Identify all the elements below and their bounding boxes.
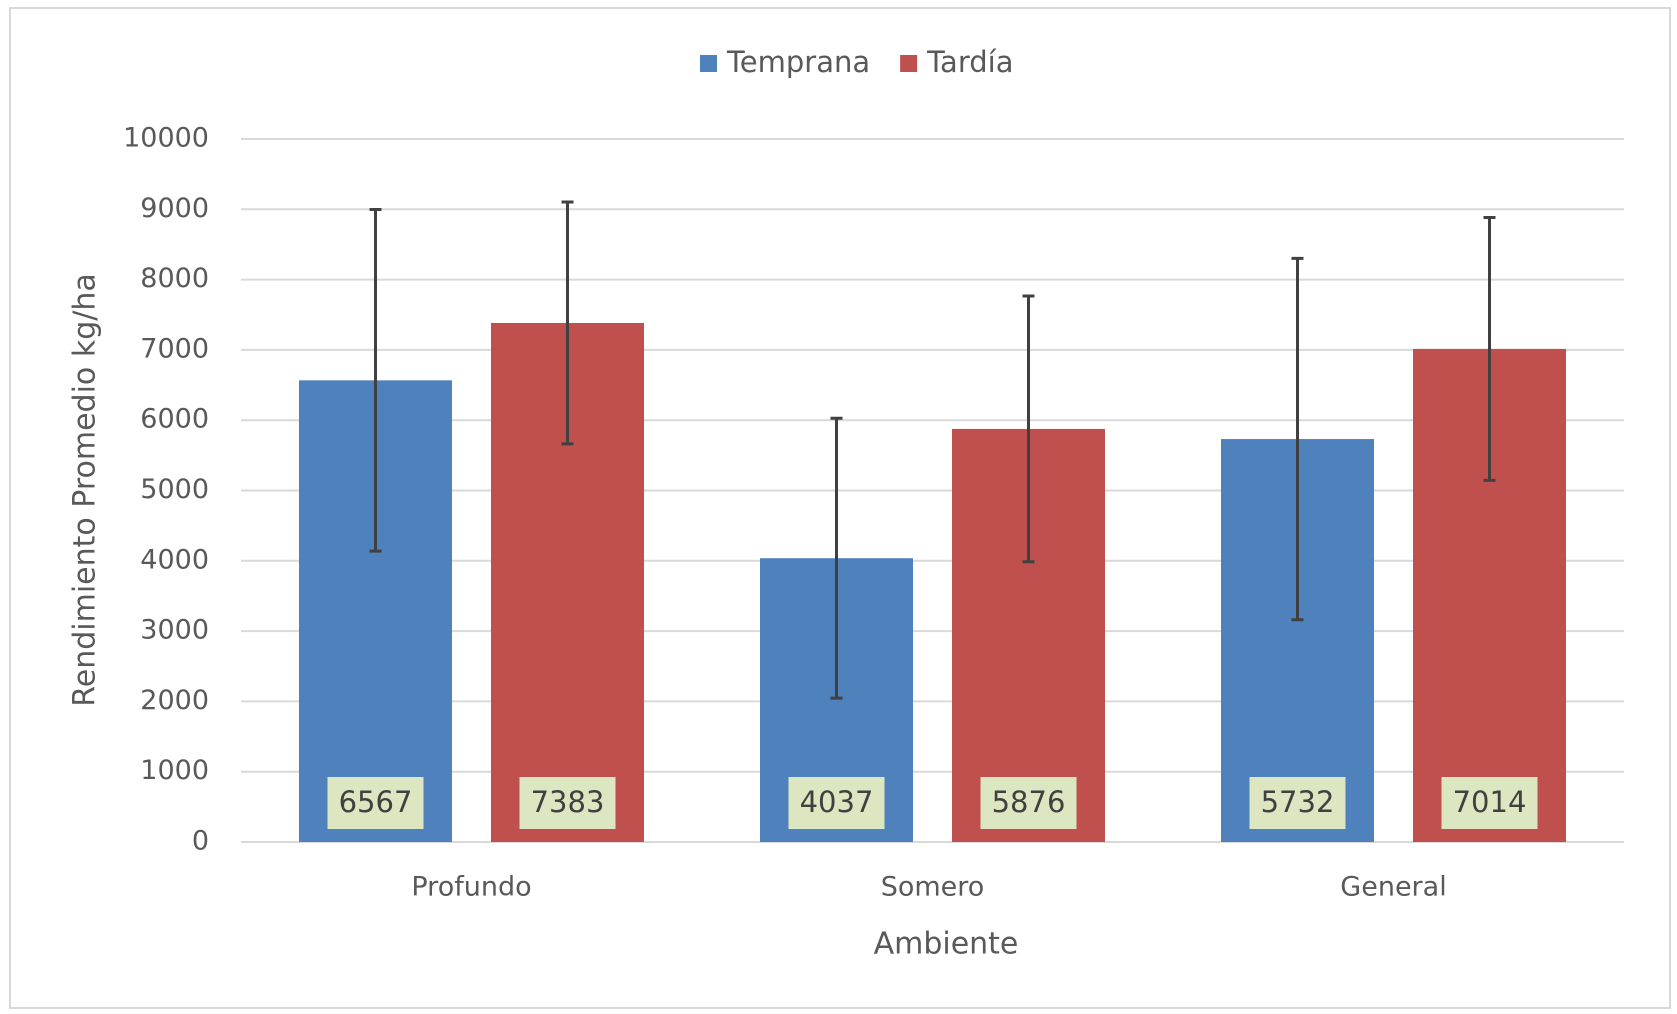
error-bar <box>830 416 843 700</box>
x-tick-label: Somero <box>881 872 985 903</box>
legend-label: Tardía <box>926 45 1013 79</box>
y-tick-label: 3000 <box>140 615 209 646</box>
data-label: 5732 <box>1261 785 1335 819</box>
y-tick-label: 1000 <box>140 755 209 786</box>
error-bar <box>1022 294 1035 564</box>
y-tick-label: 7000 <box>140 333 209 364</box>
y-tick-label: 0 <box>192 826 209 857</box>
data-label: 7014 <box>1453 785 1527 819</box>
y-tick-label: 4000 <box>140 544 209 575</box>
legend-label: Temprana <box>726 45 870 79</box>
data-label-box <box>519 777 616 829</box>
data-label-box <box>1441 777 1538 829</box>
y-tick-label: 9000 <box>140 193 209 224</box>
x-axis-title: Ambiente <box>874 927 1019 962</box>
data-label: 4037 <box>800 785 874 819</box>
error-bar <box>1291 256 1304 622</box>
y-tick-label: 2000 <box>140 685 209 716</box>
error-bar <box>561 200 574 446</box>
data-label: 7383 <box>531 785 605 819</box>
y-tick-label: 10000 <box>123 123 209 154</box>
x-tick-label: Profundo <box>411 872 531 903</box>
data-label-box <box>788 777 885 829</box>
data-label: 6567 <box>339 785 413 819</box>
y-tick-label: 8000 <box>140 263 209 294</box>
data-label-box <box>327 777 424 829</box>
error-bar <box>369 208 382 553</box>
legend-swatch <box>900 55 918 72</box>
error-bar <box>1483 215 1496 482</box>
y-tick-label: 6000 <box>140 404 209 435</box>
x-tick-label: General <box>1340 872 1446 903</box>
data-label-box <box>1249 777 1346 829</box>
data-label-box <box>980 777 1077 829</box>
data-label: 5876 <box>992 785 1066 819</box>
y-axis-title: Rendimiento Promedio kg/ha <box>68 273 103 707</box>
y-tick-label: 5000 <box>140 474 209 505</box>
legend-swatch <box>700 55 717 72</box>
